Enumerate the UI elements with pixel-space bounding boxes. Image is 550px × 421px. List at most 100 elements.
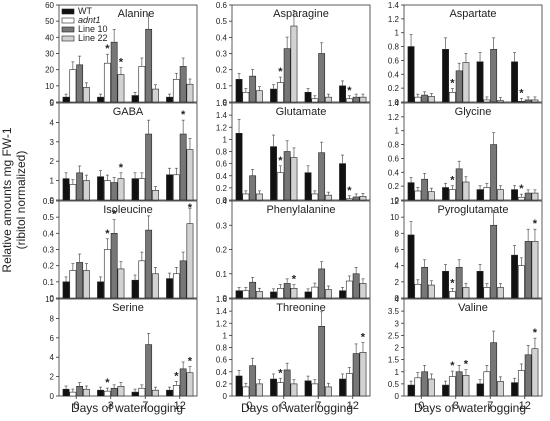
bar-wt-day-7 <box>304 380 312 397</box>
y-tick-label: 1 <box>395 127 400 136</box>
significance-star: * <box>361 331 366 343</box>
y-tick-label: 0.2 <box>43 262 55 271</box>
bar-line-22-day-0 <box>428 284 435 299</box>
bar-adnt1-day-12 <box>517 265 525 299</box>
x-tick-label: 12 <box>347 400 359 412</box>
y-tick-label: 0.6 <box>216 356 228 365</box>
y-tick-label: 0 <box>50 196 55 205</box>
panel-asparagine: 0 0.1 0.2 0.3 0.4 0.5 0.6 Asparagine * * <box>216 1 371 107</box>
bar-wt-day-0 <box>62 281 70 299</box>
y-tick-label: 2 <box>395 344 400 353</box>
bar-wt-day-12 <box>339 290 346 299</box>
bar-wt-day-0 <box>235 79 243 103</box>
panel-valine: 0 0.5 1 1.5 2 2.5 3 3.5 4 Valine 0 3 7 12 * * * <box>388 295 543 412</box>
significance-star: * <box>278 367 283 379</box>
bar-wt-day-12 <box>166 174 173 201</box>
y-tick-label: 4 <box>50 118 55 127</box>
bar-wt-day-3 <box>97 176 104 201</box>
bar-line-10-day-0 <box>421 178 429 201</box>
bar-line-10-day-12 <box>179 66 187 103</box>
bar-line-10-day-7 <box>318 325 326 397</box>
bar-line-22-day-12 <box>186 372 194 397</box>
bar-line-10-day-12 <box>524 99 532 103</box>
bar-line-22-day-0 <box>256 291 263 299</box>
bar-line-10-day-12 <box>524 192 532 201</box>
bar-line-22-day-3 <box>290 287 298 299</box>
bar-line-22-day-0 <box>83 180 90 201</box>
x-tick-label: 12 <box>519 400 531 412</box>
x-axis-title-col2: Days of waterlogging <box>241 401 353 415</box>
significance-star: * <box>450 78 455 90</box>
panel-phenylalanine: 0 0.1 0.2 0.3 0.4 Phenylalanine * <box>216 197 371 303</box>
bar-adnt1-day-3 <box>276 82 284 103</box>
bar-wt-day-0 <box>62 178 70 201</box>
bar-adnt1-day-0 <box>414 377 422 397</box>
y-tick-label: 1.4 <box>388 99 400 108</box>
bar-line-10-day-7 <box>490 342 498 397</box>
bar-line-22-day-12 <box>359 283 367 299</box>
bar-line-10-day-3 <box>283 48 291 103</box>
y-tick-label: 10 <box>390 213 399 222</box>
significance-star: * <box>278 155 283 167</box>
y-tick-label: 0.2 <box>388 84 400 93</box>
y-tick-label: 2 <box>395 278 400 287</box>
y-tick-label: 0 <box>395 392 400 401</box>
bar-line-22-day-3 <box>117 178 125 201</box>
legend-swatch-wt <box>61 8 75 15</box>
x-tick-label: 0 <box>246 400 252 412</box>
bar-line-10-day-0 <box>421 94 429 103</box>
panel-title-pyroglutamate: Pyroglutamate <box>438 204 509 216</box>
significance-star: * <box>464 359 469 371</box>
x-tick-label: 7 <box>315 400 321 412</box>
bar-adnt1-day-7 <box>311 98 319 103</box>
bar-adnt1-day-3 <box>448 376 456 397</box>
significance-star: * <box>105 43 110 55</box>
bar-line-10-day-3 <box>110 182 118 201</box>
y-tick-label: 0.2 <box>216 66 228 75</box>
y-tick-label: 0 <box>223 294 228 303</box>
y-tick-label: 0.3 <box>216 221 228 230</box>
bar-adnt1-day-12 <box>345 373 353 397</box>
bar-adnt1-day-7 <box>483 99 491 103</box>
bar-line-22-day-3 <box>290 383 298 397</box>
bar-adnt1-day-3 <box>103 180 111 201</box>
y-tick-label: 0.2 <box>216 246 228 255</box>
bar-wt-day-3 <box>97 281 104 299</box>
bar-adnt1-day-3 <box>276 287 284 299</box>
significance-star: * <box>119 57 124 69</box>
bar-line-22-day-3 <box>117 74 125 103</box>
y-tick-label: 0.6 <box>388 56 400 65</box>
significance-star: * <box>347 85 352 97</box>
bar-line-10-day-3 <box>283 151 291 201</box>
y-tick-label: 1 <box>223 135 228 144</box>
bar-line-10-day-12 <box>524 241 532 299</box>
bar-line-22-day-3 <box>290 25 298 103</box>
bar-line-22-day-7 <box>497 381 504 397</box>
y-tick-label: 0.4 <box>43 229 55 238</box>
bar-line-10-day-0 <box>249 365 257 397</box>
bar-line-22-day-12 <box>359 96 367 103</box>
bar-wt-day-7 <box>476 271 484 299</box>
y-tick-label: 3 <box>395 319 400 328</box>
panel-gaba: 0 1 2 3 4 5 GABA * * <box>50 99 198 205</box>
y-tick-label: 0 <box>50 392 55 401</box>
bar-line-22-day-7 <box>497 287 504 299</box>
y-tick-label: 0.1 <box>43 278 55 287</box>
bar-line-22-day-7 <box>325 289 332 299</box>
x-tick-label: 3 <box>108 400 114 412</box>
bar-adnt1-day-0 <box>69 69 77 103</box>
panel-title-serine: Serine <box>112 302 144 314</box>
bar-line-22-day-0 <box>428 191 435 201</box>
bar-adnt1-day-0 <box>242 386 250 397</box>
bar-line-10-day-7 <box>145 344 153 397</box>
y-tick-label: 0 <box>395 98 400 107</box>
bar-wt-day-3 <box>97 389 104 397</box>
bar-adnt1-day-7 <box>138 66 146 103</box>
y-tick-label: 0.8 <box>388 141 400 150</box>
bar-adnt1-day-3 <box>103 62 111 103</box>
panel-frame <box>58 298 198 397</box>
significance-star: * <box>347 185 352 197</box>
legend-label-adnt1: adnt1 <box>78 15 101 25</box>
